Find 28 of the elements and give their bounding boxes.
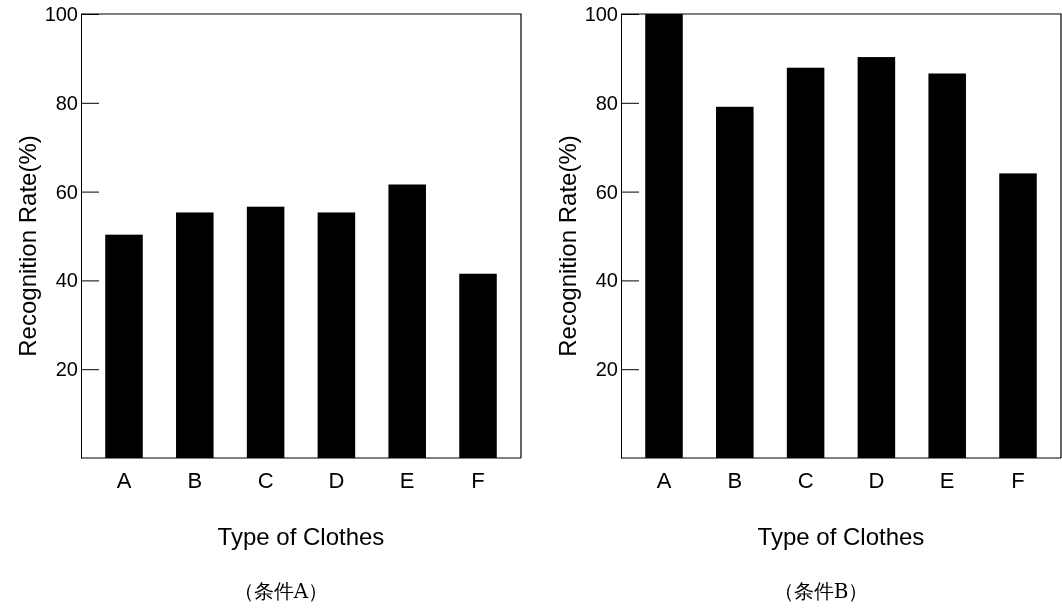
x-tick-label: D xyxy=(328,467,345,493)
x-tick-label: B xyxy=(187,467,203,493)
x-tick-label: D xyxy=(868,467,885,493)
y-tick-label: 100 xyxy=(584,2,618,25)
y-axis-title: Recognition Rate(%) xyxy=(14,135,41,357)
y-tick-label: 40 xyxy=(55,269,78,292)
x-tick-label: B xyxy=(727,467,743,493)
y-tick-label: 20 xyxy=(55,358,78,381)
x-tick-label: E xyxy=(399,467,415,493)
y-axis-title: Recognition Rate(%) xyxy=(554,135,581,357)
x-tick-label: C xyxy=(797,467,814,493)
x-axis-title: Type of Clothes xyxy=(217,523,385,550)
y-tick-label: 20 xyxy=(595,358,618,381)
y-tick-label: 80 xyxy=(55,91,78,114)
y-tick-label: 40 xyxy=(595,269,618,292)
text: （条件A） xyxy=(233,579,329,603)
x-tick-label: F xyxy=(471,467,485,493)
text: （条件B） xyxy=(773,579,869,603)
x-axis-title: Type of Clothes xyxy=(757,523,925,550)
x-tick-label: C xyxy=(257,467,274,493)
x-tick-label: A xyxy=(116,467,132,493)
x-tick-label: E xyxy=(939,467,955,493)
y-tick-label: 60 xyxy=(55,180,78,203)
x-tick-label: F xyxy=(1011,467,1025,493)
x-tick-label: A xyxy=(656,467,672,493)
y-tick-label: 100 xyxy=(44,2,78,25)
y-tick-label: 80 xyxy=(595,91,618,114)
y-tick-label: 60 xyxy=(595,180,618,203)
